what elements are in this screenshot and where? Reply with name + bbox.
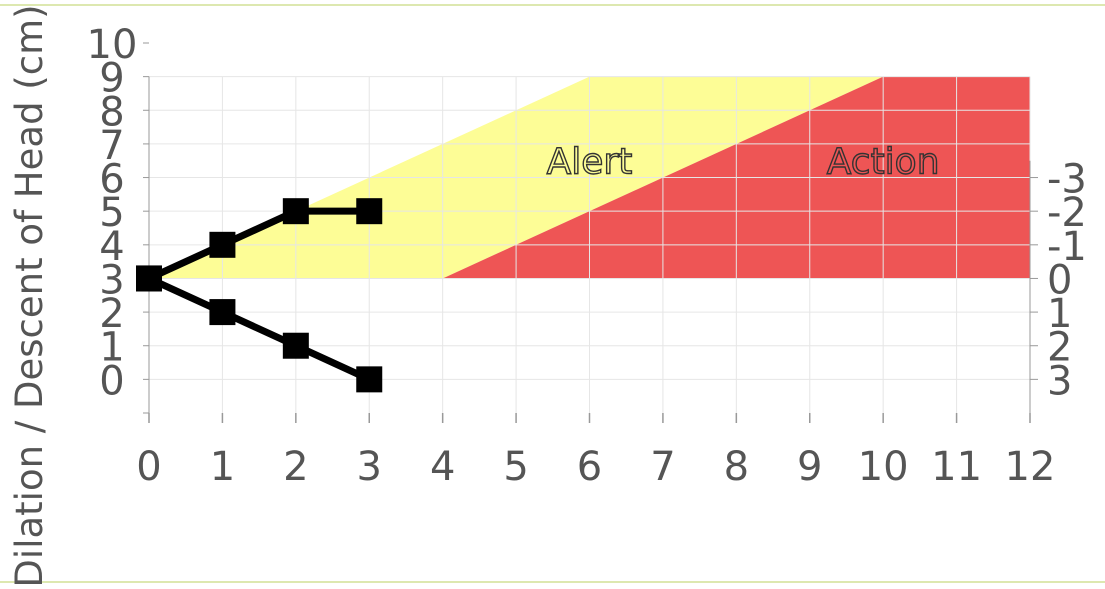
y2-tick-label: 1 bbox=[1047, 291, 1072, 337]
zone-label-alert: Alert bbox=[547, 142, 633, 183]
x-tick-label: 12 bbox=[1005, 444, 1056, 490]
y2-tick-label: 0 bbox=[1047, 257, 1072, 303]
y-tick-label: 7 bbox=[99, 123, 124, 169]
series-line-2 bbox=[147, 275, 371, 383]
zone-label-action: Action bbox=[827, 142, 940, 183]
y2-tick-label: 2 bbox=[1047, 325, 1072, 371]
y-tick-label: 0 bbox=[99, 358, 124, 404]
x-tick-label: 10 bbox=[858, 444, 909, 490]
bottom-frame-line bbox=[0, 581, 1105, 583]
x-tick-label: 4 bbox=[430, 444, 455, 490]
y2-tick-label: -3 bbox=[1047, 157, 1087, 203]
grid-layer bbox=[148, 76, 1031, 413]
y-axis-title: Dilation / Descent of Head (cm) bbox=[8, 4, 51, 587]
y-tick-label: 9 bbox=[99, 56, 124, 102]
x-tick-label: 6 bbox=[577, 444, 602, 490]
series-point-2 bbox=[136, 265, 162, 292]
series-point-1 bbox=[209, 231, 236, 258]
y2-tick-label: -2 bbox=[1047, 190, 1087, 236]
x-tick-label: 3 bbox=[357, 444, 382, 490]
series-line-1 bbox=[147, 207, 370, 282]
x-tick-label: 9 bbox=[797, 444, 822, 490]
series-point-1 bbox=[356, 198, 383, 225]
x-tick-label: 8 bbox=[724, 444, 749, 490]
series-point-1 bbox=[282, 198, 309, 225]
series-layer bbox=[136, 198, 383, 393]
y2-tick-label: 3 bbox=[1047, 358, 1072, 404]
y2-tick-label: -1 bbox=[1047, 224, 1087, 270]
y-tick-label: 4 bbox=[99, 224, 124, 270]
x-tick-label: 1 bbox=[210, 444, 235, 490]
y-tick-label: 6 bbox=[99, 157, 124, 203]
x-tick-label: 11 bbox=[931, 444, 982, 490]
y-tick-label: 3 bbox=[99, 257, 124, 303]
series-point-2 bbox=[356, 366, 383, 393]
series-point-2 bbox=[209, 299, 236, 326]
x-tick-label: 5 bbox=[503, 444, 528, 490]
x-tick-label: 2 bbox=[283, 444, 308, 490]
x-tick-label: 7 bbox=[650, 444, 675, 490]
label-layer: Alert Action bbox=[546, 141, 940, 183]
series-point-2 bbox=[282, 332, 309, 359]
y-tick-label: 8 bbox=[99, 89, 124, 135]
y-tick-label: 1 bbox=[99, 325, 124, 371]
top-frame-line bbox=[0, 4, 1105, 6]
y-tick-label: 5 bbox=[99, 190, 124, 236]
y-tick-label: 2 bbox=[99, 291, 124, 337]
x-tick-label: 0 bbox=[136, 444, 161, 490]
y-tick-label: 10 bbox=[87, 22, 138, 68]
